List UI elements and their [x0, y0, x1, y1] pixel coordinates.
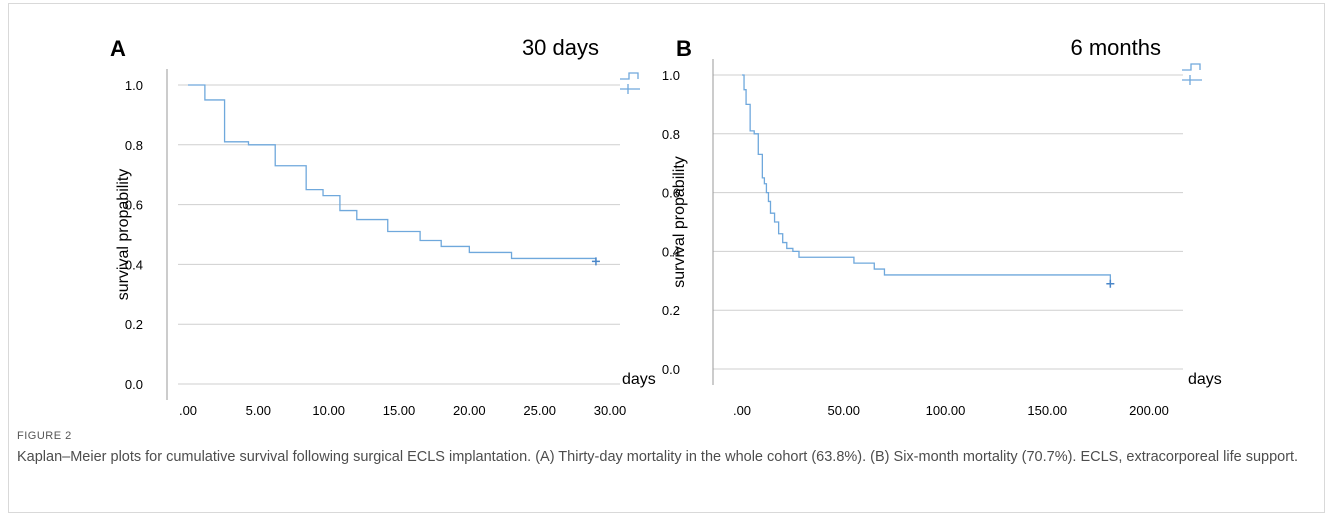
x-tick-label-a-4: 20.00 — [453, 403, 486, 418]
censor-marker-b-0 — [1106, 279, 1115, 288]
legend-step-symbol-a — [620, 72, 639, 80]
figure-frame — [8, 3, 1325, 513]
x-axis-label-b: days — [1188, 371, 1222, 388]
y-tick-label-a-2: 0.4 — [125, 257, 143, 272]
y-tick-label-b-1: 0.2 — [662, 303, 680, 318]
y-tick-label-a-4: 0.8 — [125, 138, 143, 153]
x-tick-label-b-2: 100.00 — [926, 403, 966, 418]
x-tick-label-a-2: 10.00 — [312, 403, 345, 418]
y-tick-label-a-5: 1.0 — [125, 78, 143, 93]
y-tick-label-a-1: 0.2 — [125, 317, 143, 332]
y-tick-label-a-0: 0.0 — [125, 377, 143, 392]
panel-title-b: 6 months — [1071, 35, 1162, 60]
y-tick-label-b-3: 0.6 — [662, 186, 680, 201]
y-axis-label-b: survival propability — [671, 156, 688, 288]
legend-censor-symbol-a — [620, 84, 640, 94]
y-tick-label-b-5: 1.0 — [662, 68, 680, 83]
x-tick-label-b-3: 150.00 — [1027, 403, 1067, 418]
x-tick-label-a-5: 25.00 — [523, 403, 556, 418]
x-axis-label-a: days — [622, 371, 656, 388]
survival-curve-a-0 — [188, 84, 597, 262]
figure-label: FIGURE 2 — [17, 430, 72, 442]
x-tick-label-a-6: 30.00 — [594, 403, 627, 418]
x-tick-label-a-1: 5.00 — [246, 403, 271, 418]
censor-marker-a-0 — [591, 257, 600, 266]
legend-censor-symbol-b — [1182, 75, 1202, 85]
y-axis-label-a: survival propability — [115, 169, 132, 301]
panel-letter-a: A — [110, 36, 126, 61]
legend-step-symbol-b — [1182, 63, 1201, 71]
x-tick-label-a-3: 15.00 — [383, 403, 416, 418]
x-tick-label-b-1: 50.00 — [827, 403, 860, 418]
y-tick-label-b-2: 0.4 — [662, 244, 680, 259]
y-tick-label-b-0: 0.0 — [662, 362, 680, 377]
survival-curve-b-0 — [742, 74, 1111, 284]
x-tick-label-b-0: .00 — [733, 403, 751, 418]
x-tick-label-a-0: .00 — [179, 403, 197, 418]
panel-letter-b: B — [676, 36, 692, 61]
y-tick-label-a-3: 0.6 — [125, 198, 143, 213]
figure-caption: Kaplan–Meier plots for cumulative surviv… — [17, 449, 1299, 465]
y-tick-label-b-4: 0.8 — [662, 127, 680, 142]
panel-title-a: 30 days — [522, 35, 599, 60]
x-tick-label-b-4: 200.00 — [1129, 403, 1169, 418]
